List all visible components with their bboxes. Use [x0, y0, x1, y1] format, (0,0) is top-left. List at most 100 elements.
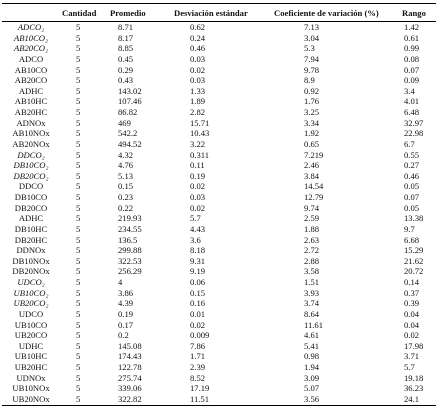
cell: 0.65 [304, 138, 320, 149]
table-row: UDCO₂ 5 4 0.06 1.51 0.14 [2, 277, 436, 288]
cell: 9.74 [304, 202, 320, 213]
column-header: Coeficiente de variación (%) [274, 7, 379, 18]
cell: 5 [76, 32, 81, 43]
row-label: AB20HC [14, 107, 48, 117]
cell: 3.4 [404, 85, 415, 96]
row-label: AB20CO₂ [13, 43, 49, 54]
cell: 4.32 [118, 149, 134, 160]
row-label: UDHC [18, 340, 44, 351]
cell: 0.05 [404, 202, 420, 213]
cell: 0.23 [118, 192, 134, 202]
cell: 1.33 [190, 85, 206, 96]
cell: 5 [76, 170, 81, 181]
table-row: DDCO 5 0.15 0.02 14.54 0.05 [2, 181, 436, 192]
row-label: AB10CO [14, 64, 48, 75]
row-label: UB10NOx [12, 383, 50, 394]
row-label: AB10NOx [12, 128, 50, 139]
cell: 5 [76, 340, 81, 351]
cell: 2.72 [304, 245, 320, 256]
corner-cell [2, 4, 60, 22]
cell: 13.38 [404, 213, 424, 224]
cell: 0.11 [190, 160, 205, 171]
cell: 0.02 [190, 64, 206, 75]
row-label: DB20CO [14, 202, 48, 213]
cell: 0.19 [190, 170, 206, 181]
cell: 1.51 [304, 277, 320, 287]
cell: 0.03 [190, 53, 206, 64]
cell: 5 [76, 85, 81, 96]
table-row: ADHC 5 219.93 5.7 2.59 13.38 [2, 213, 436, 224]
cell: 11.61 [304, 319, 324, 330]
table-row: AB20NOx 5 494.52 3.22 0.65 6.7 [2, 139, 436, 150]
cell: 2.63 [304, 234, 320, 245]
cell: 9.19 [190, 266, 206, 277]
cell: 4.43 [190, 223, 206, 234]
cell: 234.55 [118, 223, 142, 234]
cell: 5 [76, 223, 81, 234]
table-row: UB20NOx 5 322.82 11.51 3.56 24.1 [2, 394, 436, 405]
cell: 5 [76, 160, 81, 171]
cell: 5 [76, 149, 81, 160]
cell: 5 [76, 64, 81, 75]
cell: 11.51 [190, 393, 210, 404]
cell: 5 [76, 298, 81, 309]
table-row: AB10NOx 5 542.2 10.43 1.92 22.98 [2, 128, 436, 139]
cell: 136.5 [118, 234, 138, 245]
cell: 5 [76, 393, 81, 404]
cell: 0.09 [404, 75, 420, 86]
cell: 5 [76, 107, 81, 117]
cell: 9.7 [404, 223, 415, 234]
row-label: ADCO [18, 53, 44, 64]
cell: 0.24 [190, 32, 206, 43]
cell: 0.01 [190, 308, 206, 319]
cell: 22.98 [404, 128, 424, 139]
cell: 0.16 [190, 298, 206, 309]
cell: 0.14 [404, 277, 420, 287]
cell: 5 [76, 277, 81, 287]
cell: 0.99 [404, 43, 420, 54]
row-label: AB10HC [14, 96, 48, 107]
cell: 1.76 [304, 96, 320, 107]
cell: 14.54 [304, 181, 324, 192]
row-label: DDCO₂ [17, 149, 45, 160]
cell: 5 [76, 213, 81, 224]
cell: 17.98 [404, 340, 424, 351]
table-row: UB20CO₂ 5 4.39 0.16 3.74 0.39 [2, 298, 436, 309]
cell: 5 [76, 383, 81, 394]
cell: 5 [76, 266, 81, 277]
cell: 3.25 [304, 107, 320, 117]
row-label: AB20NOx [12, 138, 50, 149]
cell: 299.88 [118, 245, 142, 256]
table-row: ADCO 5 0.45 0.03 7.94 0.08 [2, 54, 436, 65]
cell: 5 [76, 255, 81, 266]
cell: 5 [76, 308, 81, 319]
cell: 0.15 [118, 181, 134, 192]
cell: 5.41 [304, 340, 320, 351]
cell: 3.56 [304, 393, 320, 404]
row-label: DDCO [18, 181, 44, 192]
table-row: AB10HC 5 107.46 1.89 1.76 4.01 [2, 96, 436, 107]
table-row: AB20CO 5 0.43 0.03 8.9 0.09 [2, 75, 436, 86]
cell: 0.43 [118, 75, 134, 86]
cell: 3.34 [304, 117, 320, 128]
cell: 5.7 [404, 362, 415, 372]
cell: 5.7 [190, 213, 201, 224]
cell: 4 [118, 277, 123, 287]
cell: 3.71 [404, 351, 420, 362]
cell: 219.93 [118, 213, 142, 224]
cell: 275.74 [118, 372, 142, 383]
cell: 0.22 [118, 202, 134, 213]
table-row: UB10HC 5 174.43 1.71 0.98 3.71 [2, 351, 436, 362]
cell: 21.62 [404, 255, 424, 266]
cell: 0.37 [404, 287, 420, 298]
cell: 5 [76, 181, 81, 192]
cell: 8.18 [190, 245, 206, 256]
table-row: DDNOx 5 299.88 8.18 2.72 15.29 [2, 245, 436, 256]
cell: 0.39 [404, 298, 420, 309]
cell: 1.71 [190, 351, 206, 362]
table-row: DB20NOx 5 256.29 9.19 3.58 20.72 [2, 266, 436, 277]
cell: 0.03 [190, 192, 206, 202]
row-label: AB20CO [14, 75, 48, 86]
cell: 0.03 [190, 75, 206, 86]
row-label: UDNOx [16, 372, 46, 383]
